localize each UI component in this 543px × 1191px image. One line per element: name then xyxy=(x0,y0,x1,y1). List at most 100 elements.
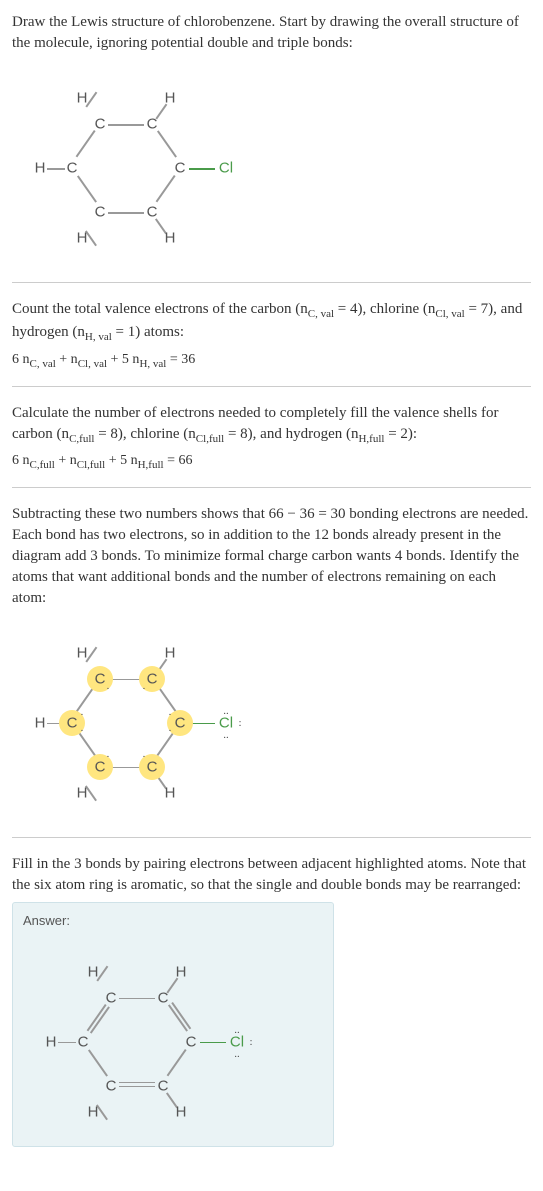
lone-pair: : xyxy=(249,1036,252,1048)
c-atom: C xyxy=(95,116,106,133)
sub: Cl,full xyxy=(196,433,224,445)
bond xyxy=(156,175,176,202)
electron-dot: · xyxy=(142,751,146,763)
c-atom: C xyxy=(147,116,158,133)
t: 6 n xyxy=(12,453,30,468)
lone-pair: .. xyxy=(234,1048,240,1060)
full-formula: 6 nC,full + nCl,full + 5 nH,full = 66 xyxy=(12,453,531,471)
section-bonds: Subtracting these two numbers shows that… xyxy=(12,504,531,838)
c-atom: C xyxy=(95,670,106,687)
highlighted-diagram: CCCCCCHHHHHCl....:········ xyxy=(22,615,272,815)
bond xyxy=(167,1049,187,1076)
bond xyxy=(119,1086,155,1088)
h-atom: H xyxy=(77,90,88,107)
c-atom: C xyxy=(95,758,106,775)
h-atom: H xyxy=(46,1033,57,1050)
section-full: Calculate the number of electrons needed… xyxy=(12,403,531,488)
answer-label: Answer: xyxy=(23,913,323,928)
bond xyxy=(87,1004,107,1031)
t: = 8), and hydrogen (n xyxy=(224,426,358,442)
sub: C,full xyxy=(69,433,94,445)
sub: Cl,full xyxy=(77,459,105,471)
c-atom: C xyxy=(147,758,158,775)
sub: Cl, val xyxy=(435,308,464,320)
sub: H, val xyxy=(85,331,112,343)
lone-pair: .. xyxy=(223,729,229,741)
h-atom: H xyxy=(176,963,187,980)
t: = 8), chlorine (n xyxy=(94,426,195,442)
h-atom: H xyxy=(77,644,88,661)
section-answer: Fill in the 3 bonds by pairing electrons… xyxy=(12,854,531,1163)
bonds-text: Subtracting these two numbers shows that… xyxy=(12,504,531,609)
t: Count the total valence electrons of the… xyxy=(12,301,308,317)
valence-text: Count the total valence electrons of the… xyxy=(12,299,531,346)
electron-dot: · xyxy=(80,709,84,721)
skeleton-diagram: CCCCCCHHHHHCl xyxy=(22,60,272,260)
h-atom: H xyxy=(88,963,99,980)
h-atom: H xyxy=(165,230,176,247)
c-atom: C xyxy=(147,204,158,221)
h-atom: H xyxy=(88,1103,99,1120)
c-atom: C xyxy=(186,1033,197,1050)
t: 6 n xyxy=(12,352,30,367)
sub: C,full xyxy=(30,459,55,471)
t: + 5 n xyxy=(105,453,137,468)
bond xyxy=(77,175,97,202)
t: = 4), chlorine (n xyxy=(334,301,435,317)
bond xyxy=(88,1049,108,1076)
bond xyxy=(119,998,155,1000)
bond xyxy=(58,1042,76,1044)
bond xyxy=(47,168,65,170)
h-atom: H xyxy=(35,160,46,177)
sub: H,full xyxy=(138,459,164,471)
bond xyxy=(168,1004,188,1031)
electron-dot: · xyxy=(106,683,110,695)
section-intro: Draw the Lewis structure of chlorobenzen… xyxy=(12,12,531,283)
sub: H,full xyxy=(358,433,384,445)
h-atom: H xyxy=(77,784,88,801)
t: + n xyxy=(56,352,78,367)
full-text: Calculate the number of electrons needed… xyxy=(12,403,531,447)
c-atom: C xyxy=(67,160,78,177)
section-valence: Count the total valence electrons of the… xyxy=(12,299,531,387)
c-atom: C xyxy=(78,1033,89,1050)
bond xyxy=(189,168,215,170)
h-atom: H xyxy=(165,644,176,661)
h-atom: H xyxy=(35,714,46,731)
bond xyxy=(200,1042,226,1044)
electron-dot: · xyxy=(168,725,172,737)
t: = 66 xyxy=(164,453,193,468)
electron-dot: · xyxy=(80,725,84,737)
intro-text: Draw the Lewis structure of chlorobenzen… xyxy=(12,12,531,54)
sub: Cl, val xyxy=(78,358,107,370)
lone-pair: .. xyxy=(234,1024,240,1036)
t: + 5 n xyxy=(107,352,139,367)
bond xyxy=(156,730,176,757)
c-atom: C xyxy=(175,160,186,177)
c-atom: C xyxy=(106,1077,117,1094)
t: = 2): xyxy=(384,426,417,442)
electron-dot: · xyxy=(106,751,110,763)
electron-dot: · xyxy=(142,683,146,695)
h-atom: H xyxy=(165,784,176,801)
answer-diagram: CCCCCCHHHHHCl....: xyxy=(33,934,283,1134)
c-atom: C xyxy=(95,204,106,221)
c-atom: C xyxy=(158,989,169,1006)
sub: C, val xyxy=(30,358,56,370)
h-atom: H xyxy=(77,230,88,247)
bond xyxy=(108,212,144,214)
h-atom: H xyxy=(165,90,176,107)
t: = 36 xyxy=(166,352,195,367)
bond xyxy=(76,130,96,157)
lone-pair: : xyxy=(238,717,241,729)
bond xyxy=(157,130,177,157)
cl-atom: Cl xyxy=(219,160,233,177)
answer-text: Fill in the 3 bonds by pairing electrons… xyxy=(12,854,531,896)
valence-formula: 6 nC, val + nCl, val + 5 nH, val = 36 xyxy=(12,352,531,370)
sub: H, val xyxy=(139,358,166,370)
c-atom: C xyxy=(158,1077,169,1094)
c-atom: C xyxy=(106,989,117,1006)
c-atom: C xyxy=(147,670,158,687)
lone-pair: .. xyxy=(223,705,229,717)
electron-dot: · xyxy=(168,709,172,721)
